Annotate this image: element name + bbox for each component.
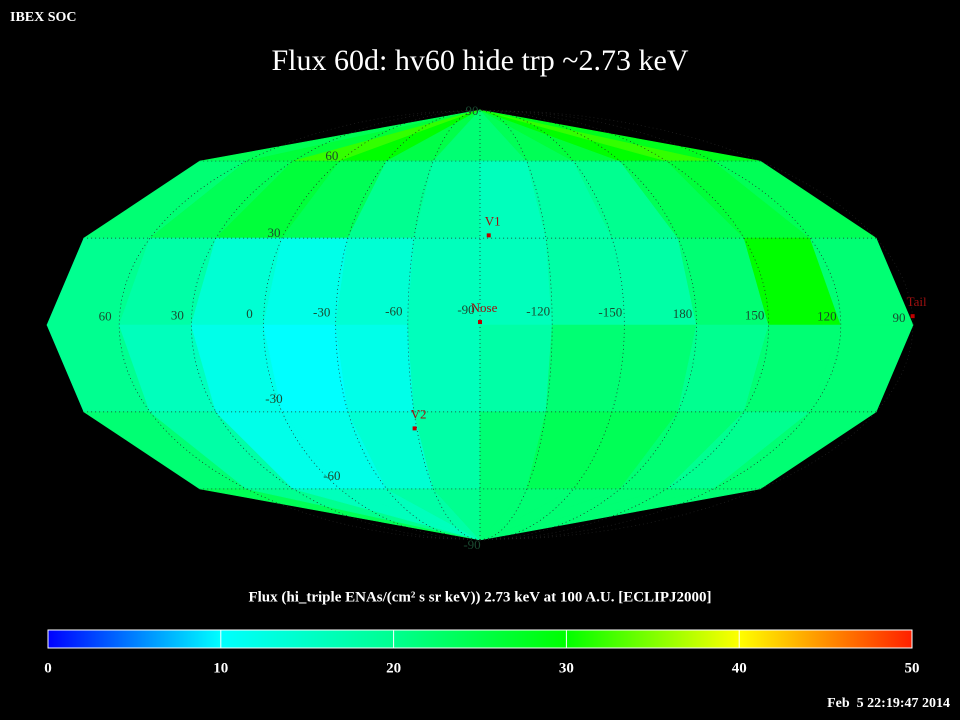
meridian [479, 109, 770, 541]
marker-label: V1 [485, 213, 501, 228]
marker-label: Nose [471, 300, 498, 315]
lon-tick-label: 90 [893, 310, 906, 325]
meridian [407, 109, 481, 541]
lon-tick-label: -120 [526, 303, 550, 318]
colorbar-tick-label: 0 [44, 660, 52, 676]
lon-tick-label: 120 [817, 309, 837, 324]
marker [910, 314, 915, 319]
lon-tick-label: 180 [673, 306, 693, 321]
colorbar [47, 629, 913, 649]
map-cell [407, 324, 481, 413]
timestamp: Feb 5 22:19:47 2014 [827, 696, 950, 711]
map-cell [335, 324, 415, 413]
meridian [335, 109, 481, 541]
lon-tick-label: -90 [457, 302, 474, 317]
colorbar-tick-label: 20 [386, 660, 401, 676]
lat-tick-label: -90 [463, 537, 480, 552]
map-cell [479, 324, 553, 413]
sky-map [46, 109, 914, 541]
marker [478, 320, 482, 325]
chart-title: Flux 60d: hv60 hide trp ~2.73 keV [271, 44, 688, 77]
meridian [479, 109, 553, 541]
marker [486, 233, 491, 238]
lat-tick-label: 60 [325, 148, 338, 163]
colorbar-tick-label: 40 [732, 660, 747, 676]
colorbar-tick-label: 10 [213, 660, 228, 676]
marker [412, 426, 417, 431]
lat-tick-label: -30 [265, 391, 282, 406]
map-cell [545, 324, 625, 413]
marker-label: Tail [907, 294, 927, 309]
lon-tick-label: -150 [598, 305, 622, 320]
lon-tick-label: -30 [313, 305, 330, 320]
meridian [479, 109, 625, 541]
colorbar-tick-label: 50 [905, 660, 920, 676]
lon-tick-label: 30 [171, 307, 184, 322]
lon-tick-label: -60 [385, 303, 402, 318]
colorbar-tick-label: 30 [559, 660, 574, 676]
lon-tick-label: 60 [99, 309, 112, 324]
marker-label: V2 [411, 406, 427, 421]
lon-tick-label: 0 [246, 306, 253, 321]
lon-tick-label: 150 [745, 307, 765, 322]
header: IBEX SOC [10, 10, 77, 25]
meridian [190, 109, 481, 541]
lat-tick-label: 30 [267, 225, 280, 240]
lat-tick-label: 90 [466, 103, 479, 118]
colorbar-label: Flux (hi_triple ENAs/(cm² s sr keV)) 2.7… [248, 589, 711, 605]
lat-tick-label: -60 [323, 468, 340, 483]
